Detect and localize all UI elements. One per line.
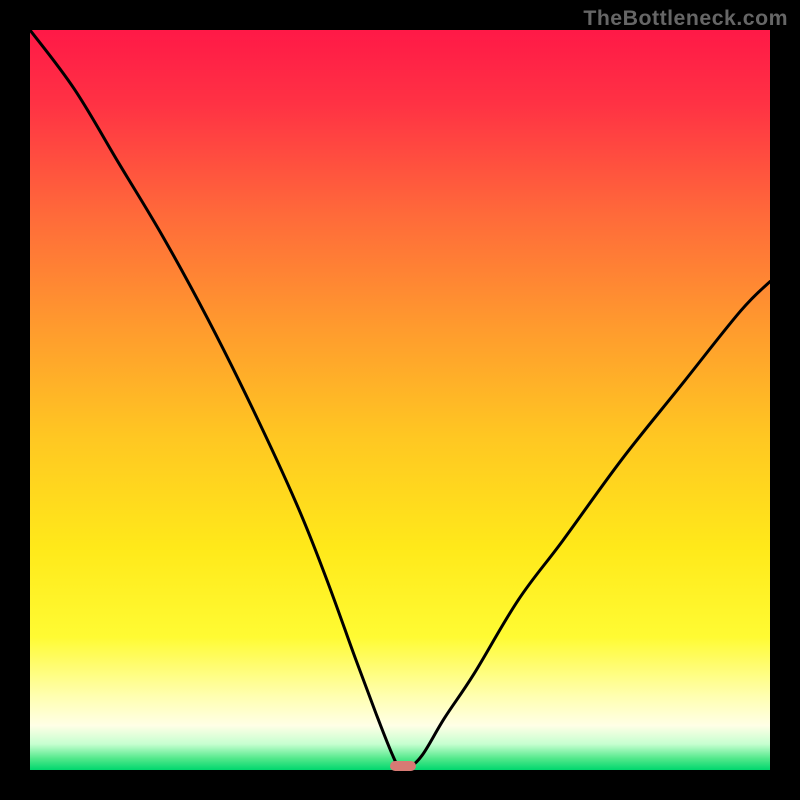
plot-area [30,30,770,770]
watermark-text: TheBottleneck.com [583,6,788,31]
bottleneck-curve [30,30,770,770]
chart-container: TheBottleneck.com [0,0,800,800]
curve-svg [30,30,770,770]
optimal-marker [390,761,417,771]
